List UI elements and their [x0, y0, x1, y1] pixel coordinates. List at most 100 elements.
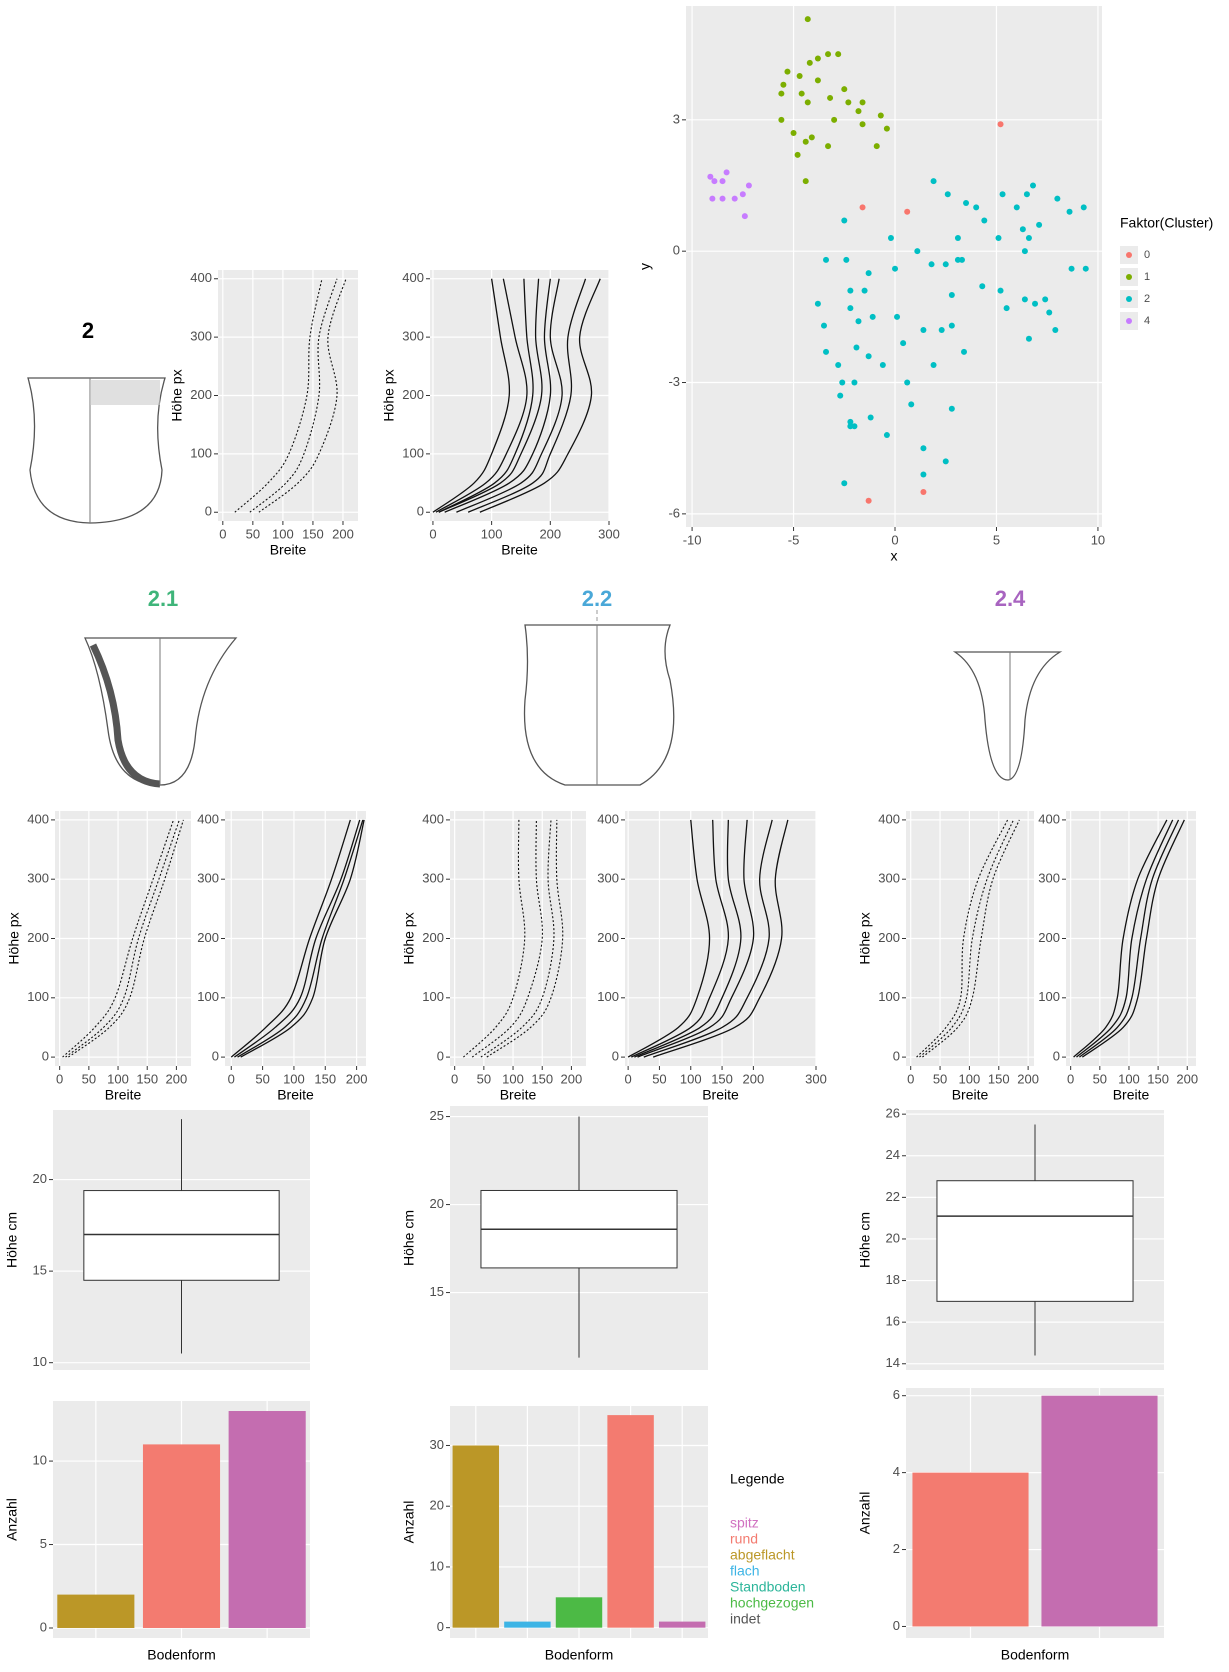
point — [814, 55, 821, 62]
y-axis-label: Höhe cm — [4, 1212, 20, 1268]
y-tick-label: 16 — [886, 1314, 900, 1329]
point — [837, 392, 844, 399]
profile-curve — [432, 278, 511, 513]
chart-panel: 0 100 200 300 400 0 50 100 150 200 Breite — [197, 811, 367, 1103]
point — [741, 213, 748, 220]
x-tick-label: 50 — [255, 1071, 269, 1086]
x-tick-label: 0 — [1067, 1071, 1074, 1086]
legend-label: 4 — [1144, 315, 1150, 327]
point — [995, 235, 1002, 242]
x-tick-label: 5 — [993, 532, 1000, 547]
point — [711, 178, 718, 185]
pot-drawings — [27, 377, 1063, 788]
x-tick-label: 50 — [1093, 1071, 1107, 1086]
profile-curve — [234, 819, 361, 1058]
group-heading: 2.2 — [582, 586, 613, 611]
y-tick-label: 400 — [1038, 811, 1060, 826]
point — [894, 313, 901, 320]
profile-curve — [463, 819, 526, 1058]
profile-curve — [627, 819, 711, 1058]
point — [790, 129, 797, 136]
point — [847, 287, 854, 294]
x-tick-label: 0 — [228, 1071, 235, 1086]
y-tick-label: 14 — [886, 1355, 900, 1370]
x-tick-label: 200 — [539, 526, 561, 541]
point — [877, 112, 884, 119]
x-tick-label: 0 — [907, 1071, 914, 1086]
point — [997, 287, 1004, 294]
profile-curve — [486, 819, 564, 1058]
point — [1023, 191, 1030, 198]
y-tick-label: 18 — [886, 1272, 900, 1287]
y-tick-label: 100 — [197, 989, 219, 1004]
point — [859, 204, 866, 211]
point — [892, 265, 899, 272]
point — [961, 348, 968, 355]
y-tick-label: 300 — [878, 871, 900, 886]
point — [784, 68, 791, 75]
point — [1003, 305, 1010, 312]
y-tick-label: 4 — [893, 1464, 900, 1479]
x-tick-label: 50 — [652, 1071, 666, 1086]
y-tick-label: 200 — [878, 930, 900, 945]
point — [1046, 309, 1053, 316]
x-tick-label: 50 — [246, 526, 260, 541]
bar — [452, 1445, 500, 1628]
point — [1025, 235, 1032, 242]
point — [914, 248, 921, 255]
point — [825, 51, 832, 58]
x-axis-label: Breite — [952, 1087, 989, 1103]
point — [954, 235, 961, 242]
y-axis-label: Anzahl — [401, 1501, 417, 1544]
x-axis-label: Bodenform — [1001, 1647, 1069, 1663]
y-tick-label: 0 — [437, 1049, 444, 1064]
point — [827, 94, 834, 101]
x-axis-label: Breite — [1113, 1087, 1150, 1103]
x-tick-label: 100 — [107, 1071, 129, 1086]
y-tick-label: 15 — [33, 1263, 47, 1278]
x-tick-label: 0 — [429, 526, 436, 541]
chart-panel: 0 100 200 300 400 0 50 100 150 200 Breite — [1038, 811, 1198, 1103]
y-axis-label: Anzahl — [4, 1498, 20, 1541]
y-tick-label: 200 — [197, 930, 219, 945]
bar — [912, 1472, 1029, 1627]
point — [778, 90, 785, 97]
x-axis-label: Breite — [277, 1087, 314, 1103]
profile-curve — [471, 819, 543, 1058]
point — [845, 99, 852, 106]
point — [944, 191, 951, 198]
profile-curve — [68, 819, 184, 1058]
legend-dot — [1126, 252, 1132, 258]
x-tick-label: 0 — [891, 532, 898, 547]
point — [948, 405, 955, 412]
point — [920, 471, 927, 478]
profile-curve — [444, 278, 552, 513]
y-axis-label: Höhe px — [6, 912, 22, 964]
point — [869, 313, 876, 320]
x-tick-label: 0 — [625, 1071, 632, 1086]
y-tick-label: 100 — [1038, 989, 1060, 1004]
y-tick-label: 0 — [612, 1049, 619, 1064]
y-tick-label: 100 — [190, 445, 212, 460]
point — [1021, 248, 1028, 255]
point — [873, 143, 880, 150]
x-axis-label: Bodenform — [147, 1647, 215, 1663]
y-tick-label: 22 — [886, 1189, 900, 1204]
point — [942, 261, 949, 268]
point — [778, 116, 785, 123]
point — [948, 291, 955, 298]
point — [835, 362, 842, 369]
y-tick-label: 0 — [205, 504, 212, 519]
y-tick-label: 400 — [402, 270, 424, 285]
y-tick-label: 0 — [40, 1619, 47, 1634]
y-tick-label: 6 — [893, 1387, 900, 1402]
point — [979, 283, 986, 290]
x-axis-label: Bodenform — [545, 1647, 613, 1663]
legend-dot — [1126, 296, 1132, 302]
point — [851, 379, 858, 386]
point — [861, 287, 868, 294]
profile-curve — [919, 819, 1014, 1058]
profile-curve — [634, 819, 742, 1058]
bar — [142, 1444, 221, 1628]
